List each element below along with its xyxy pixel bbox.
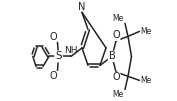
Text: O: O: [112, 72, 120, 82]
Text: O: O: [49, 71, 57, 81]
Text: Me: Me: [113, 90, 124, 99]
Text: NH: NH: [64, 46, 78, 55]
Text: O: O: [49, 32, 57, 42]
Text: O: O: [112, 30, 120, 40]
Text: N: N: [78, 2, 86, 12]
Text: B: B: [109, 51, 115, 61]
Text: Me: Me: [113, 14, 124, 23]
Text: S: S: [55, 51, 62, 61]
Text: Me: Me: [141, 76, 152, 85]
Text: Me: Me: [141, 27, 152, 36]
